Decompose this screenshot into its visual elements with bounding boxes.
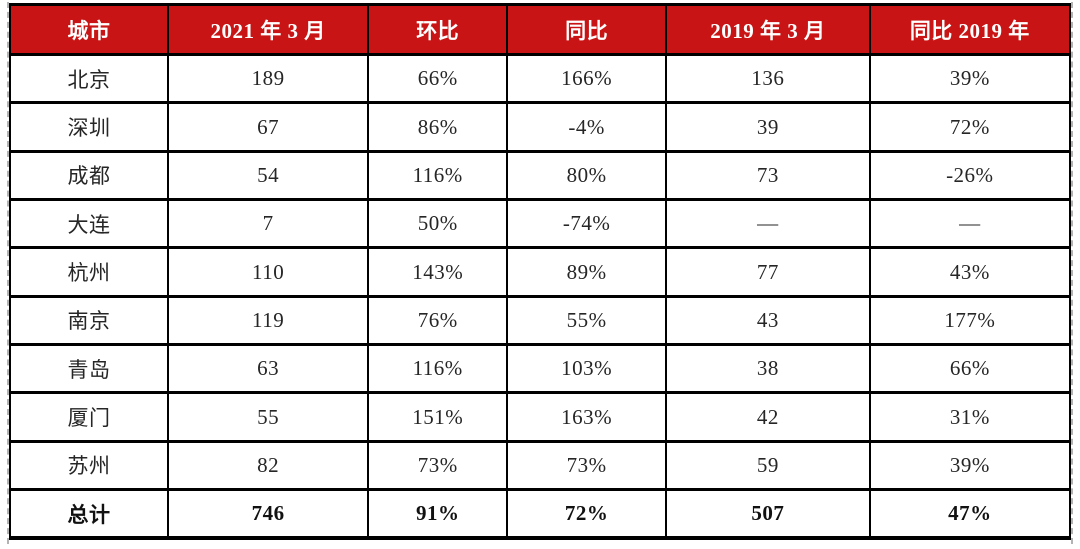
- cell-value: 151%: [367, 391, 509, 443]
- cell-value: 55%: [506, 294, 668, 347]
- cell-value: 7: [166, 198, 370, 250]
- cell-value: 119: [166, 294, 370, 347]
- table-body: 北京 189 66% 166% 136 39% 深圳 67 86% -4% 39…: [9, 52, 1072, 540]
- table-row-hangzhou: 杭州 110 143% 89% 77 43%: [9, 246, 1072, 298]
- cell-value: —: [868, 198, 1072, 250]
- cell-value: 39%: [868, 439, 1072, 492]
- cell-value: 73%: [367, 439, 509, 492]
- cell-value: 72%: [506, 488, 668, 540]
- cell-value: 67: [166, 101, 370, 153]
- cell-value: 63: [166, 343, 370, 395]
- cell-value: 39%: [868, 52, 1072, 105]
- cell-value: 163%: [506, 391, 668, 443]
- table-row-nanjing: 南京 119 76% 55% 43 177%: [9, 294, 1072, 347]
- cell-value: 39: [665, 101, 871, 153]
- cell-value: 73%: [506, 439, 668, 492]
- cell-value: 177%: [868, 294, 1072, 347]
- cell-value: 91%: [367, 488, 509, 540]
- cell-value: -74%: [506, 198, 668, 250]
- cell-value: 103%: [506, 343, 668, 395]
- cell-value: 77: [665, 246, 871, 298]
- cell-value: 66%: [868, 343, 1072, 395]
- table-sheet: 城市 2021 年 3 月 环比 同比 2019 年 3 月 同比 2019 年…: [7, 2, 1073, 544]
- cell-value: 55: [166, 391, 370, 443]
- table-header: 城市 2021 年 3 月 环比 同比 2019 年 3 月 同比 2019 年: [9, 3, 1072, 56]
- cell-value: 66%: [367, 52, 509, 105]
- cell-value: 189: [166, 52, 370, 105]
- cell-value: 136: [665, 52, 871, 105]
- cell-city: 成都: [9, 149, 169, 202]
- cell-value: 110: [166, 246, 370, 298]
- cell-value: 507: [665, 488, 871, 540]
- header-cell-yoy: 同比: [506, 3, 668, 56]
- header-cell-yoy-2019: 同比 2019 年: [868, 3, 1072, 56]
- cell-value: 38: [665, 343, 871, 395]
- table-row-shenzhen: 深圳 67 86% -4% 39 72%: [9, 101, 1072, 153]
- table-row-total: 总计 746 91% 72% 507 47%: [9, 488, 1072, 540]
- cell-city: 北京: [9, 52, 169, 105]
- header-cell-2019-march: 2019 年 3 月: [665, 3, 871, 56]
- cell-value: 73: [665, 149, 871, 202]
- header-cell-2021-march: 2021 年 3 月: [166, 3, 370, 56]
- cell-value: 43%: [868, 246, 1072, 298]
- cell-city: 南京: [9, 294, 169, 347]
- header-cell-city: 城市: [9, 3, 169, 56]
- cell-value: 86%: [367, 101, 509, 153]
- header-cell-mom: 环比: [367, 3, 509, 56]
- cell-value: 42: [665, 391, 871, 443]
- cell-value: 50%: [367, 198, 509, 250]
- cell-value: 116%: [367, 149, 509, 202]
- cell-value: 746: [166, 488, 370, 540]
- cell-value: -4%: [506, 101, 668, 153]
- cell-value: 54: [166, 149, 370, 202]
- cell-value: 43: [665, 294, 871, 347]
- table-row-chengdu: 成都 54 116% 80% 73 -26%: [9, 149, 1072, 202]
- table-row-qingdao: 青岛 63 116% 103% 38 66%: [9, 343, 1072, 395]
- cell-value: 47%: [868, 488, 1072, 540]
- cell-city: 深圳: [9, 101, 169, 153]
- cell-city: 大连: [9, 198, 169, 250]
- cell-city: 厦门: [9, 391, 169, 443]
- cell-value: 31%: [868, 391, 1072, 443]
- table-row-suzhou: 苏州 82 73% 73% 59 39%: [9, 439, 1072, 492]
- cell-value: 72%: [868, 101, 1072, 153]
- cell-value: 80%: [506, 149, 668, 202]
- cell-value: 76%: [367, 294, 509, 347]
- cell-value: 166%: [506, 52, 668, 105]
- cell-value: -26%: [868, 149, 1072, 202]
- header-row: 城市 2021 年 3 月 环比 同比 2019 年 3 月 同比 2019 年: [9, 3, 1072, 56]
- cell-value: 143%: [367, 246, 509, 298]
- cell-value: 89%: [506, 246, 668, 298]
- cell-value: 59: [665, 439, 871, 492]
- cell-city: 青岛: [9, 343, 169, 395]
- cell-value: 82: [166, 439, 370, 492]
- cell-city: 总计: [9, 488, 169, 540]
- cell-city: 杭州: [9, 246, 169, 298]
- cell-value: 116%: [367, 343, 509, 395]
- cell-city: 苏州: [9, 439, 169, 492]
- table-row-dalian: 大连 7 50% -74% — —: [9, 198, 1072, 250]
- table-row-beijing: 北京 189 66% 166% 136 39%: [9, 52, 1072, 105]
- table-row-xiamen: 厦门 55 151% 163% 42 31%: [9, 391, 1072, 443]
- cell-value: —: [665, 198, 871, 250]
- city-sales-table: 城市 2021 年 3 月 环比 同比 2019 年 3 月 同比 2019 年…: [9, 3, 1072, 540]
